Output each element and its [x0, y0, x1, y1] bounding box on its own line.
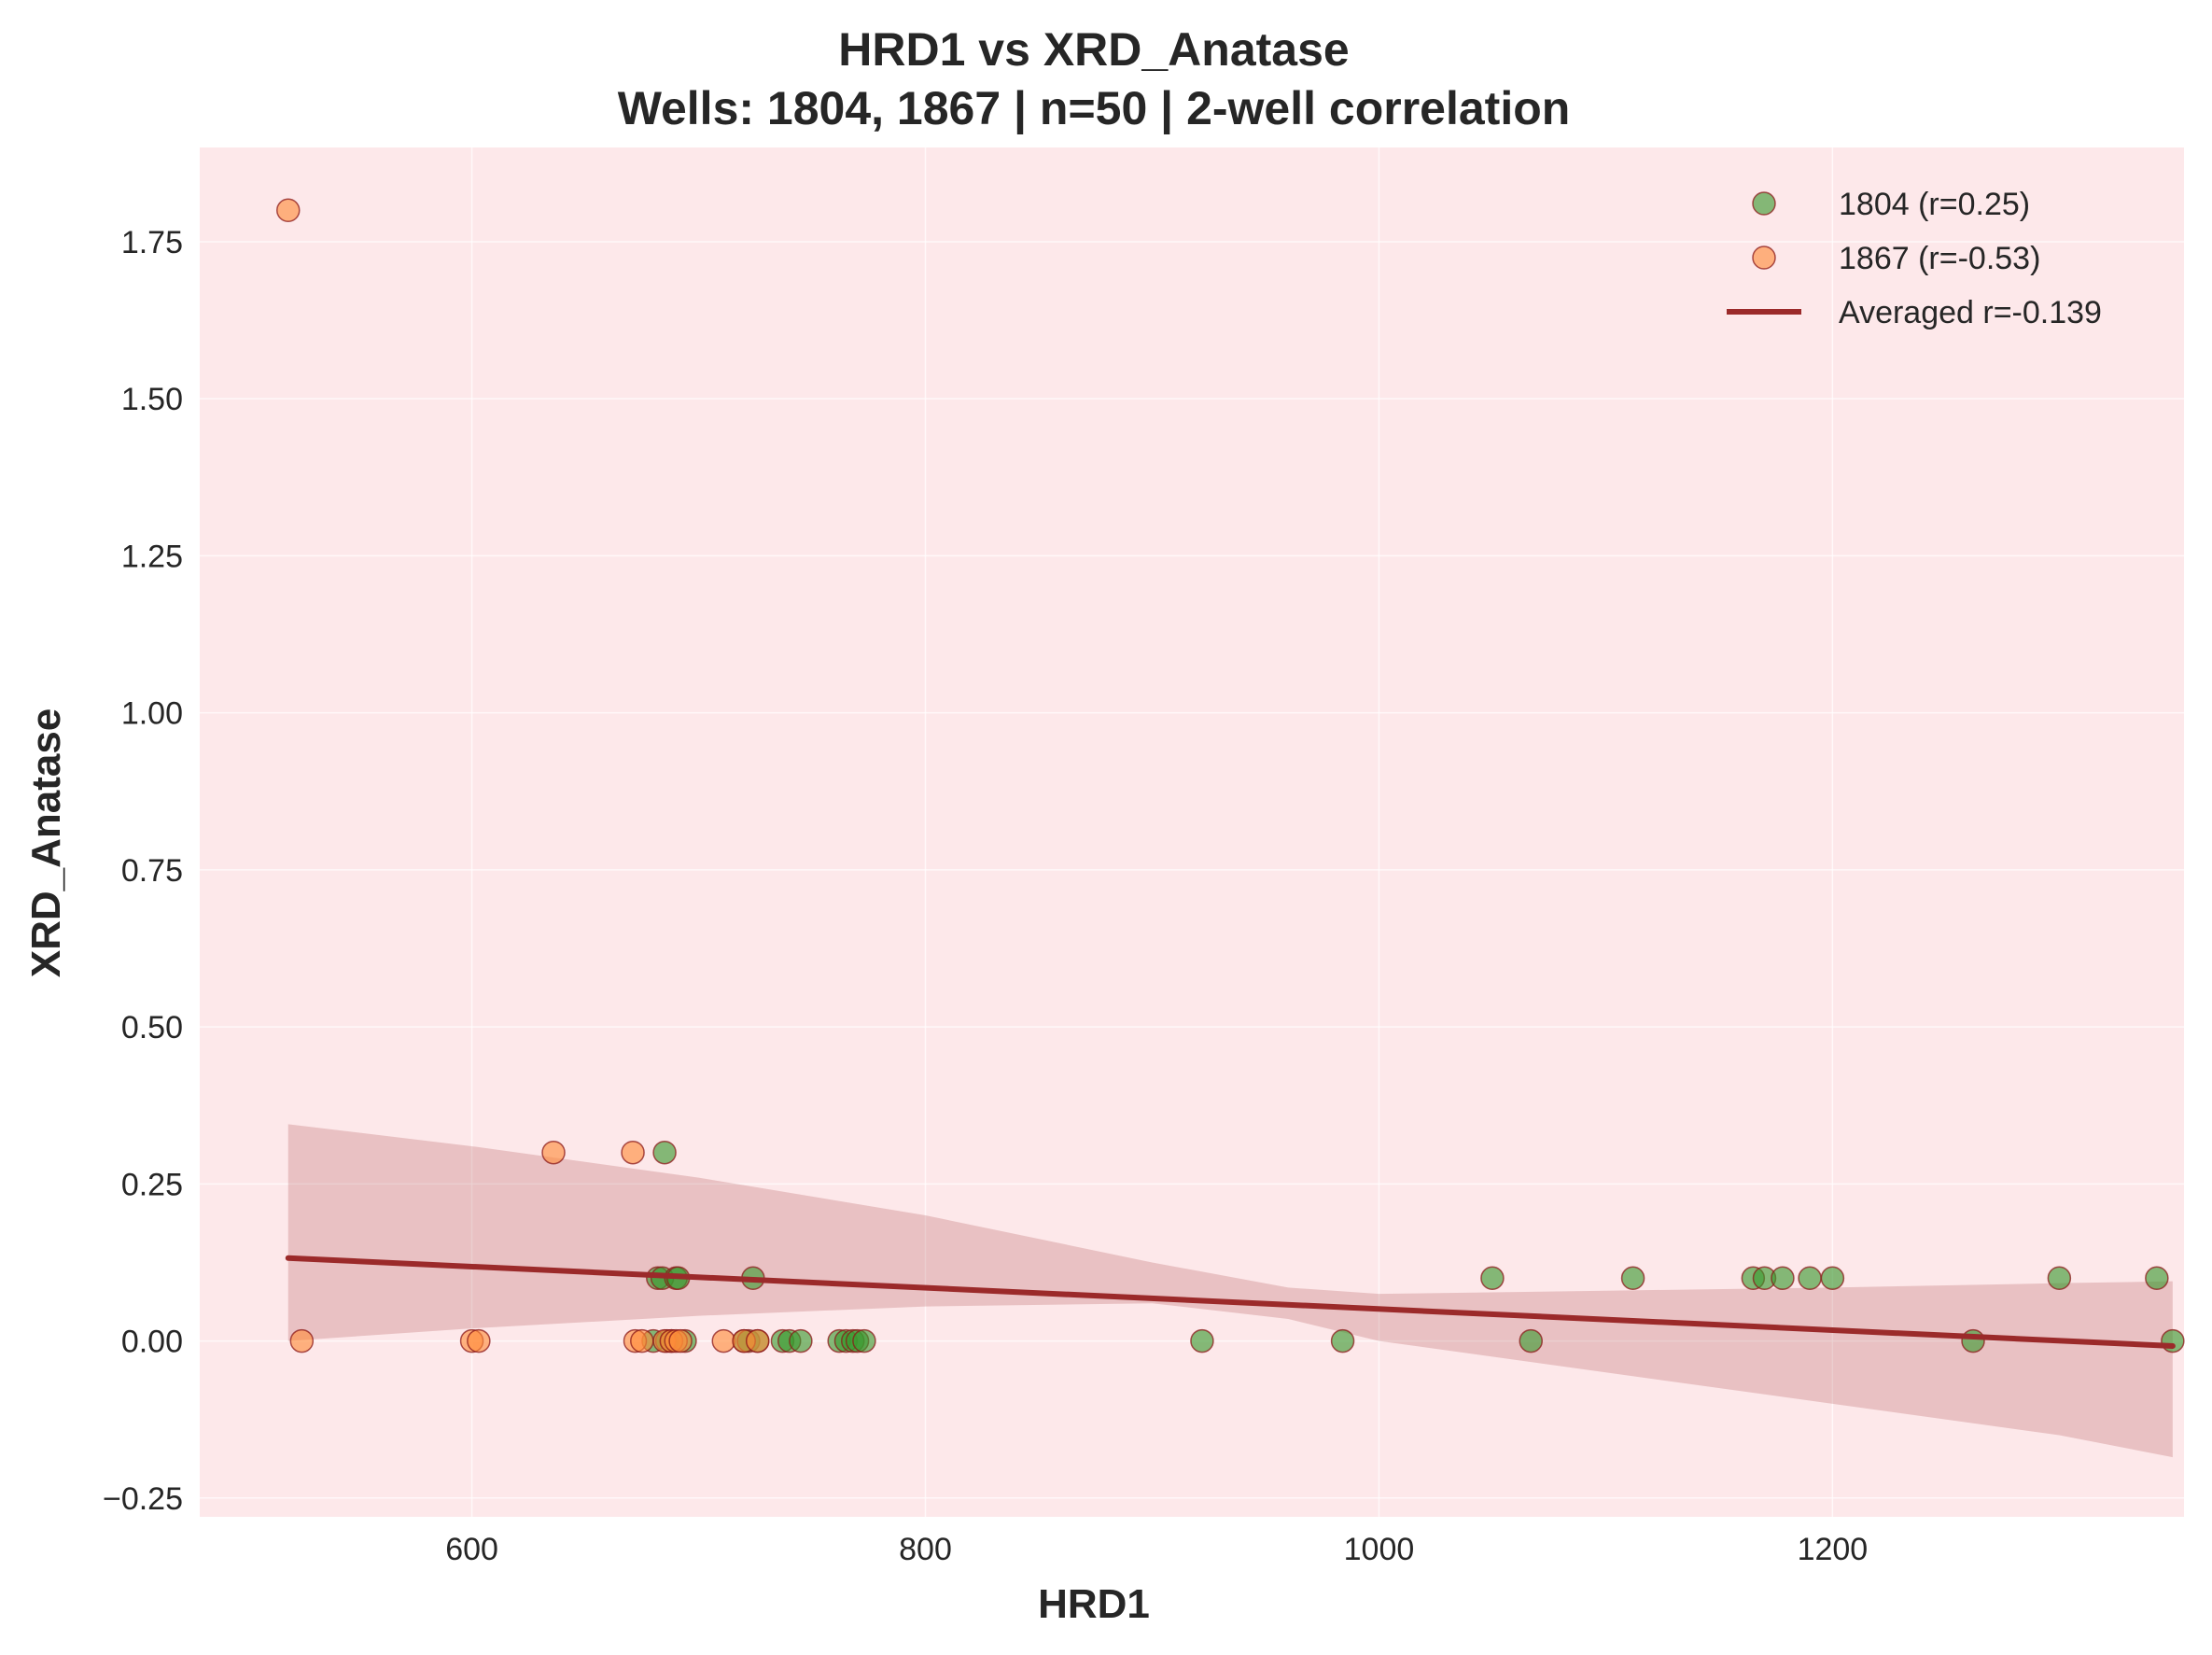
legend-label-fit: Averaged r=-0.139 [1839, 295, 2102, 330]
point-series-1 [2145, 1266, 2169, 1291]
legend: 1804 (r=0.25) 1867 (r=-0.53) Averaged r=-0… [1727, 187, 2102, 330]
legend-marker-series-1 [1752, 191, 1776, 216]
point-series-1 [652, 1140, 677, 1165]
legend-label-series-2: 1867 (r=-0.53) [1839, 241, 2040, 276]
y-tick-label: 1.25 [121, 539, 183, 574]
point-series-1 [1798, 1266, 1822, 1291]
y-tick-label: 0.75 [121, 853, 183, 889]
point-series-1 [1190, 1328, 1214, 1353]
x-tick-label: 600 [445, 1532, 498, 1567]
x-axis-label: HRD1 [1038, 1581, 1150, 1627]
point-series-2 [745, 1328, 770, 1353]
point-series-2 [630, 1328, 654, 1353]
point-series-1 [1820, 1266, 1845, 1291]
plot-background [200, 147, 2184, 1517]
point-series-1 [852, 1328, 876, 1353]
x-tick-label: 1000 [1344, 1532, 1415, 1567]
x-tick-label: 1200 [1798, 1532, 1869, 1567]
y-axis-label: XRD_Anatase [23, 708, 69, 978]
legend-marker-series-2 [1752, 245, 1776, 270]
point-series-1 [1480, 1266, 1505, 1291]
point-series-2 [541, 1140, 566, 1165]
point-series-1 [2047, 1266, 2072, 1291]
confidence-band [287, 1124, 2173, 1458]
y-tick-label: 1.00 [121, 696, 183, 732]
point-series-1 [1771, 1266, 1795, 1291]
point-series-2 [711, 1328, 736, 1353]
y-tick-label: 0.50 [121, 1010, 183, 1045]
point-series-2 [621, 1140, 645, 1165]
point-series-2 [668, 1328, 693, 1353]
point-series-1 [789, 1328, 813, 1353]
chart-title: HRD1 vs XRD_Anatase [838, 23, 1349, 76]
point-series-1 [1620, 1266, 1645, 1291]
point-series-1 [2161, 1328, 2185, 1353]
fit-line [285, 1255, 2176, 1349]
y-tick-label: 0.25 [121, 1167, 183, 1202]
x-tick-label: 800 [899, 1532, 952, 1567]
y-tick-label: 0.00 [121, 1325, 183, 1360]
y-tick-label: 1.75 [121, 225, 183, 260]
point-series-1 [1519, 1328, 1543, 1353]
point-series-1 [1961, 1328, 1985, 1353]
point-series-1 [1330, 1328, 1355, 1353]
point-series-2 [467, 1328, 491, 1353]
chart-subtitle: Wells: 1804, 1867 | n=50 | 2-well correl… [618, 82, 1571, 135]
point-series-2 [276, 198, 301, 223]
y-tick-label: 1.50 [121, 382, 183, 417]
y-tick-label: −0.25 [103, 1481, 183, 1517]
point-series-2 [289, 1328, 315, 1353]
legend-label-series-1: 1804 (r=0.25) [1839, 187, 2030, 222]
